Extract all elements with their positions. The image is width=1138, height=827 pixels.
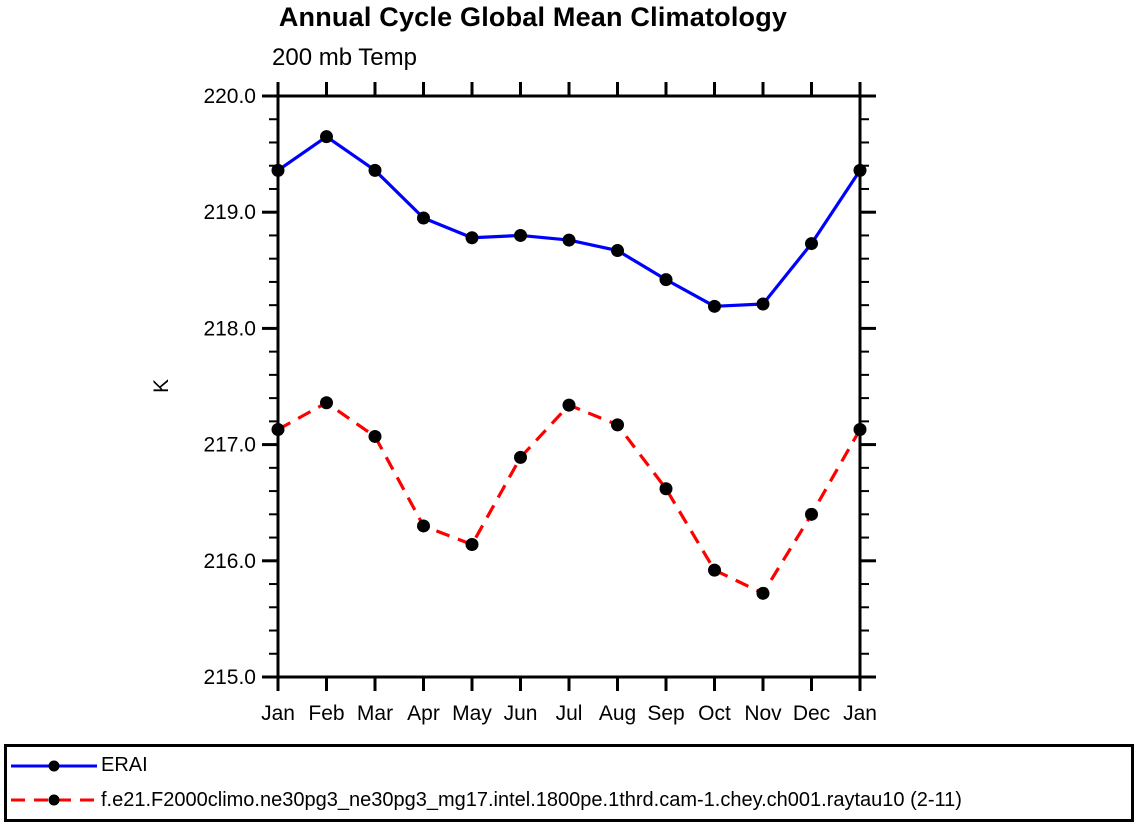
data-point [805,507,818,521]
y-tick-label: 217.0 [203,434,256,457]
plot-frame [276,94,862,679]
data-point [368,163,382,177]
series-line-1 [277,401,862,595]
tick-label-layer: Jan Feb Mar Apr May Jun Jul Aug Sep Oct Nov Dec Jan2… [203,85,876,725]
chart-title: Annual Cycle Global Mean Climatology [278,2,788,32]
x-tick-label: May [452,702,492,725]
data-point [708,563,721,577]
x-tick-label: Jul [556,702,583,725]
legend-label-erai: ERAI [101,754,148,777]
legend-box: ERAI f.e21.F2000climo.ne30pg3_ne30pg3_mg… [4,744,1134,822]
y-tick-label: 220.0 [203,85,256,108]
legend-line-sample-solid [11,760,97,772]
chart-canvas: Jan Feb Mar Apr May Jun Jul Aug Sep Oct Nov Dec Jan2… [150,82,877,725]
x-tick-label: Feb [308,702,344,725]
data-point [562,233,576,247]
axes-frame [262,82,876,691]
x-tick-label: Apr [407,702,440,725]
y-tick-label: 218.0 [203,317,256,340]
y-axis-label: K [150,379,173,393]
data-point [853,163,867,177]
legend-item-erai: ERAI [9,750,1131,782]
data-point [708,299,721,313]
data-point [805,237,818,251]
data-point [271,163,285,177]
x-tick-label: Sep [647,702,684,725]
data-point [611,244,624,258]
x-tick-label: Oct [698,702,731,725]
data-point [756,297,770,311]
data-point [417,211,430,225]
data-point [271,422,285,436]
legend-line-sample-dashed [11,794,97,806]
legend-item-model-run: f.e21.F2000climo.ne30pg3_ne30pg3_mg17.in… [9,784,1131,816]
data-point [320,396,333,410]
data-point [853,422,867,436]
x-tick-label: Jan [261,702,295,725]
x-tick-label: Aug [599,702,636,725]
x-tick-label: Dec [793,702,830,725]
data-point [417,519,430,533]
y-tick-label: 216.0 [203,550,256,573]
data-point [756,586,770,600]
legend-marker-dot [48,794,60,806]
y-tick-label: 215.0 [203,666,256,689]
data-point [659,273,673,287]
data-point [659,482,673,496]
x-tick-label: Nov [744,702,782,725]
data-point [320,130,333,144]
data-series-layer [271,130,867,600]
legend-label-model-run: f.e21.F2000climo.ne30pg3_ne30pg3_mg17.in… [101,788,962,811]
legend-marker-dot [48,760,60,772]
series-line-0 [277,135,862,308]
data-point [514,228,527,242]
data-point [611,418,624,432]
data-point [562,398,576,412]
data-point [465,231,479,245]
data-point [368,429,382,443]
x-tick-label: Jan [843,702,877,725]
x-tick-label: Jun [504,702,538,725]
data-point [514,450,527,464]
chart-subtitle: 200 mb Temp [272,44,417,71]
y-tick-label: 219.0 [203,201,256,224]
data-point [465,538,479,552]
x-tick-label: Mar [357,702,393,725]
